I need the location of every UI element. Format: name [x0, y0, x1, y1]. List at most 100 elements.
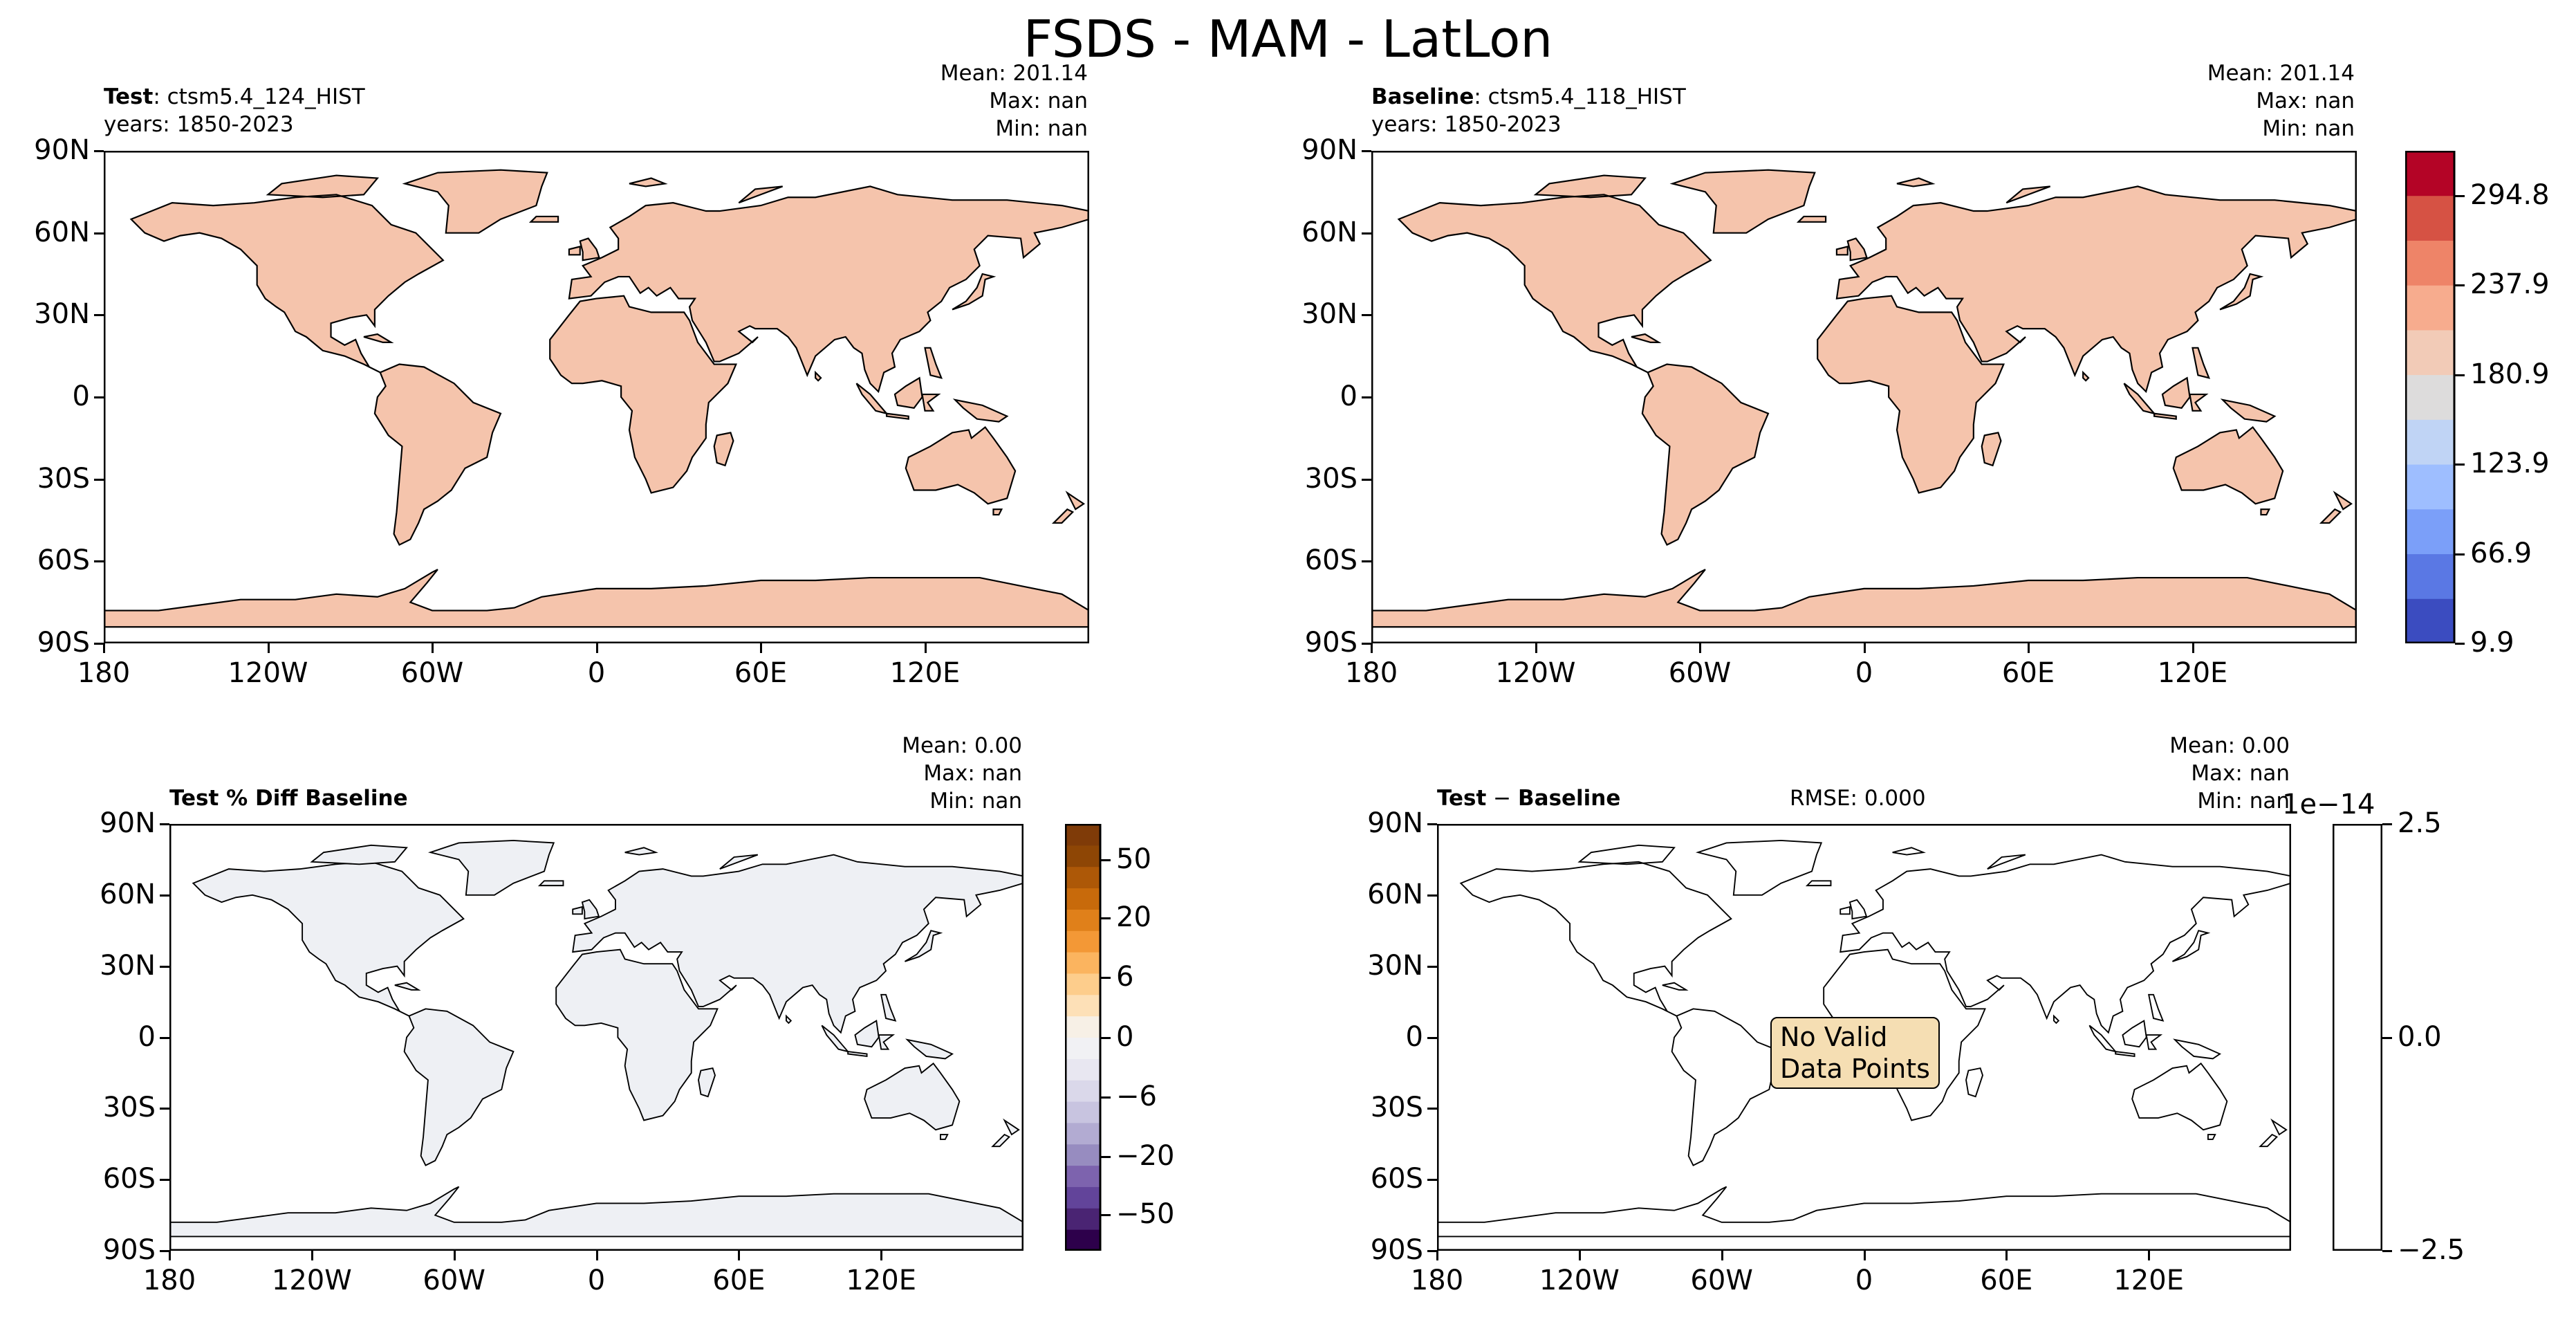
abs-diff-label-op: −	[1486, 786, 1519, 811]
lat-tick-label: 90N	[34, 134, 90, 166]
lon-tick-label: 120E	[889, 657, 961, 689]
pct-diff-mean: Mean: 0.00	[902, 733, 1022, 758]
lat-tick-mark	[94, 314, 104, 317]
colorbar-tick-label: 180.9	[2470, 358, 2550, 390]
colorbar-segment	[2405, 464, 2455, 510]
lon-tick-mark	[1535, 643, 1537, 653]
colorbar-segment	[1065, 909, 1101, 931]
pct-diff-min: Min: nan	[929, 789, 1022, 814]
lat-tick-label: 60S	[37, 544, 90, 577]
lon-tick-label: 180	[1410, 1265, 1464, 1296]
colorbar-segment	[1065, 1186, 1101, 1209]
colorbar-frame	[2405, 151, 2456, 643]
abs-diff-panel-label: Test − Baseline	[1437, 784, 1620, 812]
colorbar-segment	[1065, 888, 1101, 910]
lon-tick-label: 0	[1855, 1265, 1873, 1296]
colorbar-tick-label: 0	[1116, 1020, 1134, 1053]
colorbar-segment	[1065, 1080, 1101, 1102]
colorbar-tick-mark	[1101, 859, 1111, 862]
lat-tick-mark	[1427, 894, 1437, 897]
baseline-years: years: 1850-2023	[1371, 112, 1562, 137]
pct-diff-panel-label: Test % Diff Baseline	[169, 786, 408, 811]
lat-tick-mark	[94, 478, 104, 481]
lat-tick-mark	[1427, 965, 1437, 968]
lon-tick-mark	[2148, 1251, 2151, 1260]
lon-tick-label: 180	[77, 657, 131, 689]
lon-tick-label: 60W	[1690, 1265, 1753, 1296]
colorbar-segment	[1065, 1058, 1101, 1081]
lat-tick-mark	[1427, 1108, 1437, 1110]
lon-tick-mark	[1578, 1251, 1581, 1260]
lon-tick-mark	[432, 643, 434, 653]
abs-diff-colorbar-offset: 1e−14	[2282, 789, 2375, 820]
colorbar-segment	[1065, 973, 1101, 995]
lon-tick-label: 120E	[2113, 1265, 2184, 1296]
land-fill	[104, 169, 1089, 627]
colorbar-segment	[2405, 374, 2455, 420]
colorbar-tick-label: −20	[1116, 1140, 1175, 1173]
pct-diff-map	[169, 824, 1023, 1251]
test-label-rest: : ctsm5.4_124_HIST	[153, 84, 365, 109]
lat-tick-mark	[1362, 560, 1371, 563]
colorbar-segment	[2405, 285, 2455, 331]
land-fill	[1371, 169, 2357, 627]
lon-tick-mark	[2192, 643, 2194, 653]
no-data-annotation: No Valid Data Points	[1770, 1017, 1940, 1089]
colorbar-tick-label: 294.8	[2470, 178, 2550, 211]
colorbar-segment	[1065, 845, 1101, 867]
colorbar-tick-mark	[1101, 1213, 1111, 1216]
colorbar-tick-label: 66.9	[2470, 537, 2532, 569]
colorbar-segment	[2405, 151, 2455, 196]
test-stats: Mean: 201.14 Max: nan Min: nan	[940, 59, 1088, 143]
lat-tick-label: 0	[138, 1020, 156, 1053]
baseline-label-rest: : ctsm5.4_118_HIST	[1474, 84, 1686, 109]
colorbar-tick-mark	[2455, 374, 2465, 376]
colorbar-segment	[1065, 1122, 1101, 1145]
lon-tick-label: 0	[587, 1265, 606, 1296]
lon-tick-mark	[1863, 1251, 1866, 1260]
baseline-max: Max: nan	[2256, 89, 2355, 113]
lon-tick-mark	[169, 1251, 171, 1260]
test-mean: Mean: 201.14	[940, 61, 1088, 86]
colorbar-segment	[1065, 1165, 1101, 1187]
colorbar-tick-mark	[2455, 194, 2465, 197]
colorbar-tick-label: 237.9	[2470, 268, 2550, 301]
lon-tick-mark	[1721, 1251, 1723, 1260]
lon-tick-mark	[738, 1251, 741, 1260]
test-label-bold: Test	[104, 84, 154, 109]
colorbar-tick-mark	[1101, 1036, 1111, 1039]
pct-diff-stats: Mean: 0.00 Max: nan Min: nan	[902, 732, 1022, 815]
lat-tick-mark	[1427, 1036, 1437, 1039]
lat-tick-mark	[94, 150, 104, 152]
colorbar-tick-mark	[1101, 977, 1111, 980]
baseline-min: Min: nan	[2262, 116, 2355, 141]
lat-tick-label: 30S	[37, 462, 90, 495]
lon-tick-mark	[453, 1251, 456, 1260]
lon-tick-label: 0	[1855, 657, 1873, 689]
lon-tick-label: 120E	[2157, 657, 2228, 689]
lat-tick-mark	[160, 823, 169, 825]
baseline-map	[1371, 151, 2357, 643]
colorbar-tick-label: 6	[1116, 961, 1134, 993]
lat-tick-mark	[1362, 150, 1371, 152]
lat-tick-mark	[160, 1036, 169, 1039]
lon-tick-mark	[311, 1251, 313, 1260]
lat-tick-label: 30N	[100, 949, 156, 982]
lat-tick-label: 90N	[100, 807, 156, 839]
colorbar-tick-mark	[2455, 553, 2465, 556]
lon-tick-label: 180	[1344, 657, 1398, 689]
lon-tick-label: 120W	[1495, 657, 1576, 689]
colorbar-tick-mark	[1101, 917, 1111, 919]
colorbar-tick-mark	[2455, 643, 2465, 645]
lat-tick-label: 30S	[1304, 462, 1358, 495]
lon-tick-label: 60W	[1668, 657, 1732, 689]
colorbar-segment	[2405, 598, 2455, 643]
lon-tick-label: 60E	[1980, 1265, 2033, 1296]
lat-tick-label: 90S	[102, 1234, 156, 1266]
colorbar-segment	[2405, 508, 2455, 555]
lat-tick-mark	[1362, 396, 1371, 398]
lon-tick-mark	[1436, 1251, 1438, 1260]
lat-tick-label: 60N	[1301, 216, 1358, 248]
lon-tick-label: 60W	[423, 1265, 485, 1296]
colorbar-segment	[1065, 1208, 1101, 1230]
